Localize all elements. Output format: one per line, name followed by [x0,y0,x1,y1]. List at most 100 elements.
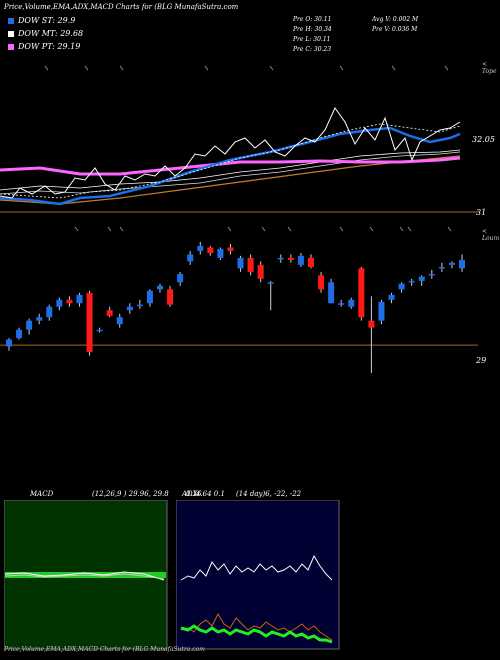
candle-up [116,317,123,325]
date-tick-mark [287,226,292,232]
date-tick-mark [339,226,344,232]
candle-up [16,329,23,339]
macd-signal-line [4,573,165,580]
candlestick-panel [0,226,478,374]
candle-up [398,283,405,290]
candle-up [277,257,284,260]
date-tick-mark [44,65,49,71]
legend-dow-pt: DOW PT: 29.19 [8,42,80,51]
candle-down [86,292,93,353]
date-tick-mark [204,65,209,71]
candle-down [287,257,294,260]
candle-up [36,317,43,321]
legend-dow-pt-label: DOW PT: 29.19 [18,42,81,51]
candle-up [76,294,83,304]
date-tick-mark [119,226,124,232]
candle-down [227,247,234,251]
legend-dow-st-label: DOW ST: 29.9 [18,16,76,25]
top-date-marks [44,65,449,71]
candle-up [267,282,274,284]
macd-title: MACD [30,490,54,498]
candle-up [297,255,304,265]
macd-extra: 0.16 [186,490,202,498]
chart-title: Price,Volume,EMA,ADX,MACD Charts for (BL… [4,3,239,11]
macd-params: (12,26,9 ) 29.96, 29.8 [92,490,169,498]
adx-panel [176,500,340,650]
stat-avg-volume: Avg V: 0.002 M [372,16,419,23]
stat-prev-close: Pre C: 30.23 [293,46,332,53]
candle-up [157,285,163,290]
date-tick-mark [227,226,232,232]
candle-up [56,299,63,307]
adx-line [180,554,333,581]
stat-prev-volume: Pre V: 0.036 M [372,26,418,33]
mid-date-marks [74,226,452,232]
footer-text: Price,Volume,EMA,ADX,MACD Charts for (BL… [4,646,205,653]
top-price-bottom-label: 31 [476,208,487,217]
candle-down [207,247,214,254]
candle-up [146,290,153,304]
stat-prev-open: Pre O: 30.11 [293,16,332,23]
legend-swatch-blue [8,17,14,24]
candle-up [448,262,455,265]
ema-panel [0,65,478,213]
date-tick-mark [391,65,396,71]
candle-down [358,268,365,318]
adx-di-plus [180,624,333,644]
candle-up [418,276,425,281]
candle-down [318,275,325,290]
date-tick-mark [107,226,112,232]
date-tick-mark [444,65,449,71]
candle-up [46,306,53,318]
adx-params: (14 day)6, -22, -22 [236,490,302,498]
candle-up [408,280,415,283]
candle-up [26,320,33,330]
date-tick-mark [119,65,124,71]
candle-down [368,320,375,328]
stat-prev-high: Pre H: 30.34 [293,26,332,33]
date-tick-mark [399,226,404,232]
ema-pink-line [0,156,461,176]
candle-up [96,329,103,332]
date-tick-mark [269,65,274,71]
candle-down [167,289,174,305]
mid-corner-label: < Loum [482,228,500,242]
adx-background [176,500,340,650]
legend-dow-mt: DOW MT: 29.68 [8,29,83,38]
candle-down [308,257,314,267]
candle-up [328,282,335,304]
macd-line [4,571,165,581]
candle-up [338,303,345,305]
legend-dow-st: DOW ST: 29.9 [8,16,75,25]
legend-swatch-white [8,30,14,37]
candle-up [187,254,194,262]
candle-up [459,260,465,269]
date-tick-mark [261,226,266,232]
candles [6,241,465,374]
candle-up [438,266,445,269]
date-tick-mark [74,226,79,232]
ema-dotted-line [0,123,461,199]
candle-up [6,339,12,347]
ema-blue-line [0,126,461,206]
candle-up [388,294,395,300]
top-price-label: 32.05 [472,135,495,144]
ema-white-line-b [0,151,461,195]
candle-price-label: 29 [476,356,487,365]
candle-down [106,310,113,316]
candle-down [66,299,73,304]
candle-up [217,248,224,258]
date-tick-mark [339,65,344,71]
candle-up [348,299,355,307]
candle-up [428,273,435,276]
candle-up [197,246,204,251]
date-tick-mark [84,65,89,71]
adx-title: ADX [182,490,198,498]
candle-down [257,264,264,279]
candle-up [237,257,244,269]
ema-white-line-a [0,149,461,191]
top-corner-label: < Tope [482,61,497,75]
date-tick-mark [407,226,412,232]
macd-panel [4,500,168,650]
